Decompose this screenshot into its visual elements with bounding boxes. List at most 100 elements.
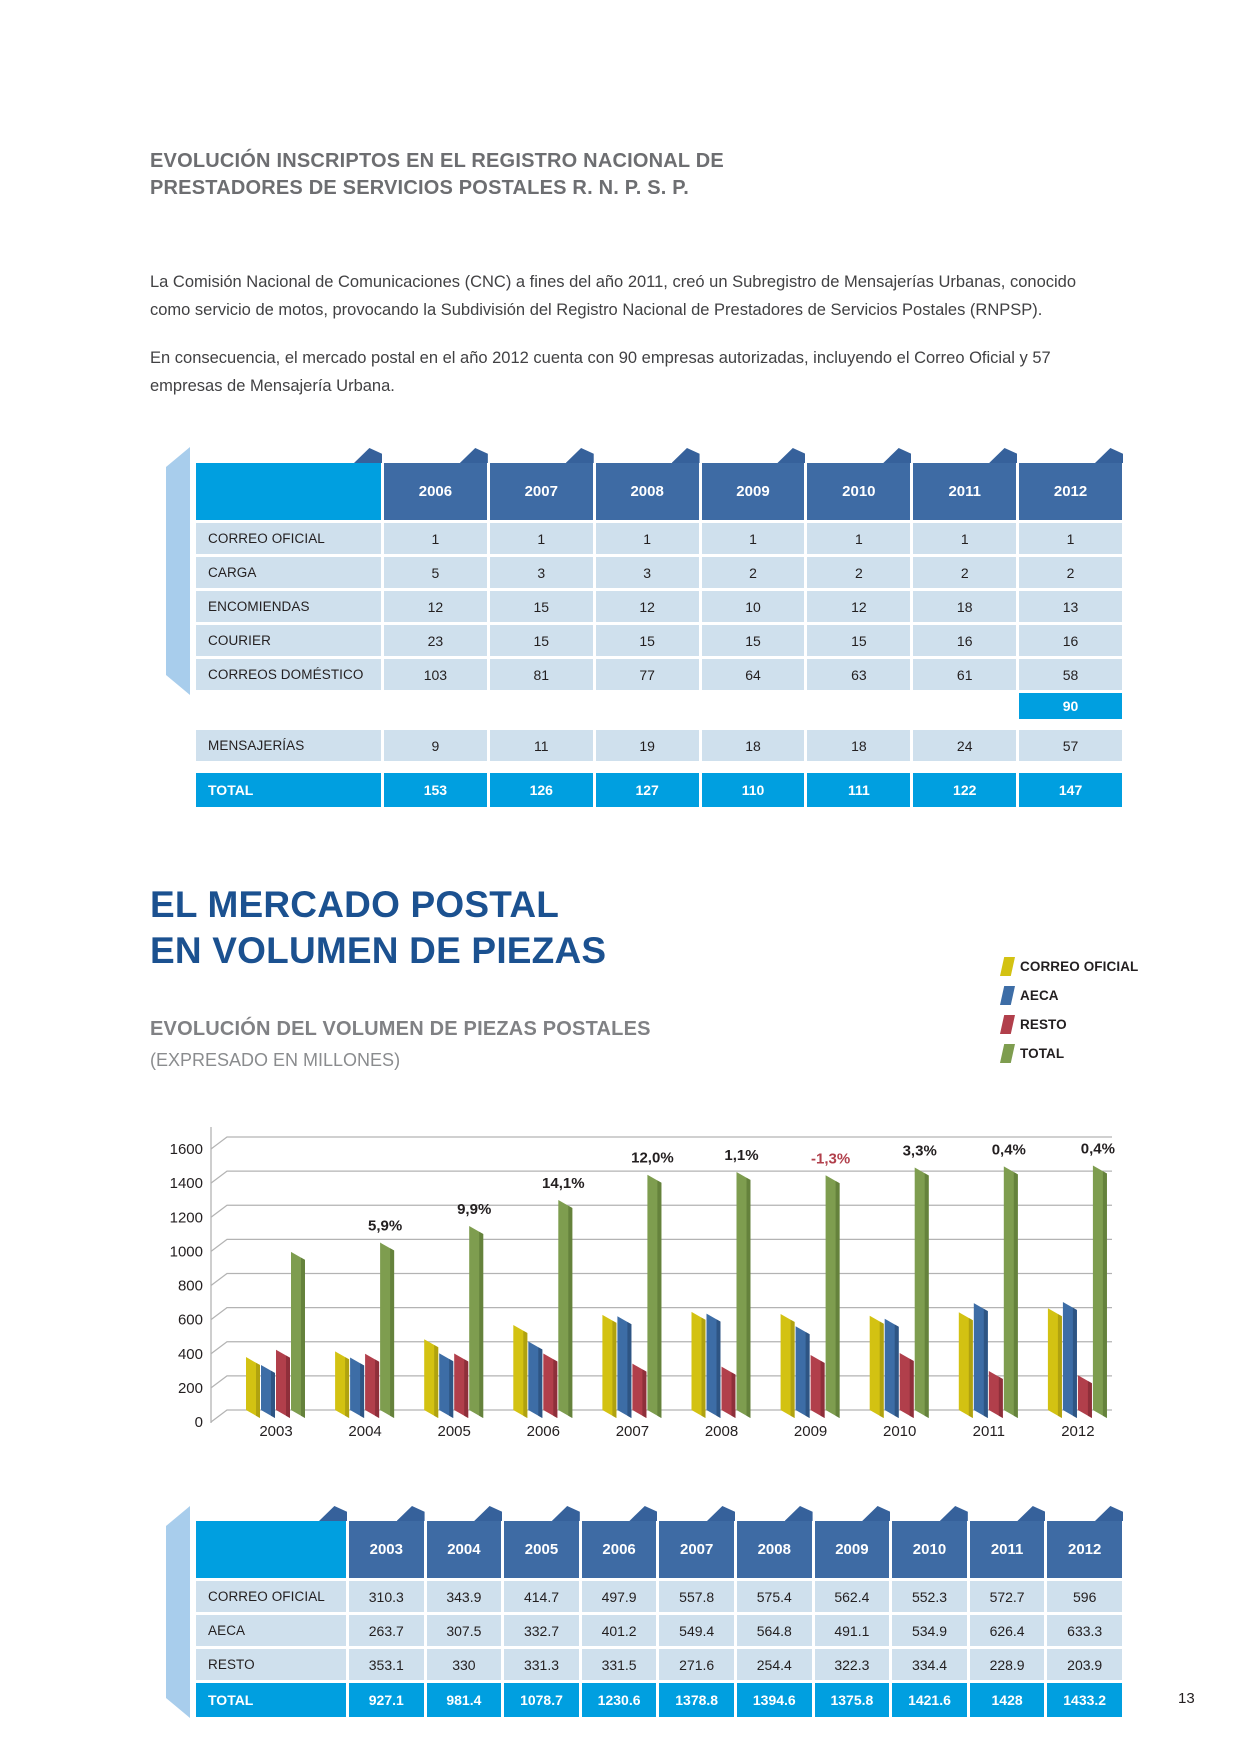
value-cell: 322.3 [814, 1649, 890, 1680]
year-header-cell: 2008 [736, 1506, 813, 1578]
row-label: RESTO [196, 1649, 346, 1680]
value-cell: 1 [384, 523, 487, 554]
value-cell: 11 [489, 730, 593, 761]
total-row-cell: 127 [595, 773, 699, 807]
total-row-cell: 981.4 [426, 1683, 502, 1717]
value-cell: 307.5 [426, 1615, 502, 1646]
bar-side-shade [835, 1181, 840, 1418]
value-cell: 1 [489, 523, 593, 554]
legend-label: TOTAL [1020, 1046, 1065, 1061]
year-header-cell: 2010 [807, 448, 912, 520]
gridline [210, 1136, 1112, 1150]
table-corner-cell [196, 448, 382, 520]
growth-label: 12,0% [631, 1150, 674, 1167]
total-row-label: TOTAL [196, 773, 381, 807]
column-flag-icon [706, 1506, 735, 1521]
year-header-cell: 2010 [892, 1506, 968, 1578]
bar-side-shade [538, 1347, 543, 1418]
value-cell: 57 [1019, 730, 1122, 761]
x-tick-label: 2007 [616, 1423, 649, 1440]
gridline [210, 1341, 1112, 1355]
bar-side-shade [909, 1358, 914, 1418]
growth-label: 0,4% [1081, 1140, 1115, 1157]
chart-subtitle-note: (EXPRESADO EN MILLONES) [150, 1050, 401, 1070]
value-cell: 3 [489, 557, 593, 588]
bar-side-shade [375, 1359, 380, 1418]
year-header-cell: 2012 [1019, 448, 1123, 520]
x-tick-label: 2009 [794, 1423, 827, 1440]
value-cell: 331.3 [504, 1649, 579, 1680]
volume-pieces-table: 2003 2004 2005 2006 2007 2008 2009 2010 2011 2012… [196, 1506, 1123, 1717]
column-flag-icon [1094, 1506, 1123, 1521]
growth-label: -1,3% [811, 1150, 850, 1167]
bar-side-shade [523, 1330, 528, 1418]
growth-label: 14,1% [542, 1175, 585, 1192]
bar-side-shade [983, 1308, 988, 1418]
value-cell: 15 [807, 625, 911, 656]
value-cell: 549.4 [659, 1615, 734, 1646]
empty-cell [913, 693, 1016, 719]
row-label: CORREOS DOMÉSTICO [196, 659, 381, 690]
x-tick-label: 2003 [259, 1423, 292, 1440]
bar-side-shade [998, 1376, 1003, 1418]
column-flag-icon [777, 448, 806, 463]
y-tick-label: 1200 [170, 1209, 203, 1226]
bar-side-shade [1072, 1307, 1077, 1418]
bar-side-shade [716, 1319, 721, 1418]
legend-item: RESTO [1000, 1010, 1138, 1039]
legend-item: TOTAL [1000, 1039, 1138, 1068]
value-cell: 310.3 [349, 1581, 424, 1612]
bar-side-shade [1102, 1171, 1107, 1418]
year-header-cell: 2012 [1047, 1506, 1123, 1578]
bar-side-shade [879, 1321, 884, 1418]
year-header-cell: 2011 [913, 448, 1018, 520]
value-cell: 414.7 [504, 1581, 579, 1612]
bar-side-shade [1013, 1172, 1018, 1418]
legend-swatch-icon [1000, 1044, 1015, 1063]
x-tick-label: 2010 [883, 1423, 916, 1440]
bar-side-shade [271, 1370, 275, 1418]
value-cell: 596 [1047, 1581, 1122, 1612]
total-row-cell: 1421.6 [892, 1683, 967, 1717]
legend-swatch-icon [1000, 957, 1015, 976]
empty-cell [702, 693, 805, 719]
value-cell: 491.1 [814, 1615, 890, 1646]
column-flag-icon [939, 1506, 968, 1521]
value-cell: 15 [489, 625, 593, 656]
column-flag-icon [459, 448, 488, 463]
table-corner-cell [196, 1506, 347, 1578]
value-cell: 228.9 [969, 1649, 1045, 1680]
bar-side-shade [256, 1362, 260, 1418]
year-header-cell: 2005 [504, 1506, 580, 1578]
column-flag-icon [551, 1506, 580, 1521]
total-row-cell: 122 [913, 773, 1017, 807]
year-header-cell: 2004 [426, 1506, 503, 1578]
column-flag-icon [862, 1506, 891, 1521]
year-header-cell: 2008 [595, 448, 700, 520]
row-label: CORREO OFICIAL [196, 1581, 346, 1612]
section1-title: EVOLUCIÓN INSCRIPTOS EN EL REGISTRO NACI… [150, 148, 724, 202]
chart-subtitle: EVOLUCIÓN DEL VOLUMEN DE PIEZAS POSTALES [150, 1018, 651, 1040]
row-label: COURIER [196, 625, 381, 656]
total-row-cell: 1428 [969, 1683, 1045, 1717]
value-cell: 15 [595, 625, 699, 656]
column-flag-icon [354, 448, 382, 463]
column-flag-icon [474, 1506, 503, 1521]
total-row-label: TOTAL [196, 1683, 346, 1717]
legend-swatch-icon [1000, 986, 1015, 1005]
highlight-cell: 90 [1019, 693, 1122, 719]
growth-label: 9,9% [457, 1201, 491, 1218]
bar-side-shade [746, 1177, 751, 1418]
value-cell: 5 [384, 557, 487, 588]
value-cell: 263.7 [349, 1615, 424, 1646]
x-tick-label: 2008 [705, 1423, 738, 1440]
bar-side-shade [464, 1359, 469, 1418]
year-header-cell: 2007 [489, 448, 594, 520]
section2-title: EL MERCADO POSTAL EN VOLUMEN DE PIEZAS [150, 884, 607, 971]
value-cell: 63 [807, 659, 911, 690]
row-label: CORREO OFICIAL [196, 523, 381, 554]
x-tick-label: 2011 [973, 1423, 1005, 1440]
row-spacer [196, 722, 1122, 727]
value-cell: 12 [807, 591, 911, 622]
legend-item: AECA [1000, 981, 1138, 1010]
